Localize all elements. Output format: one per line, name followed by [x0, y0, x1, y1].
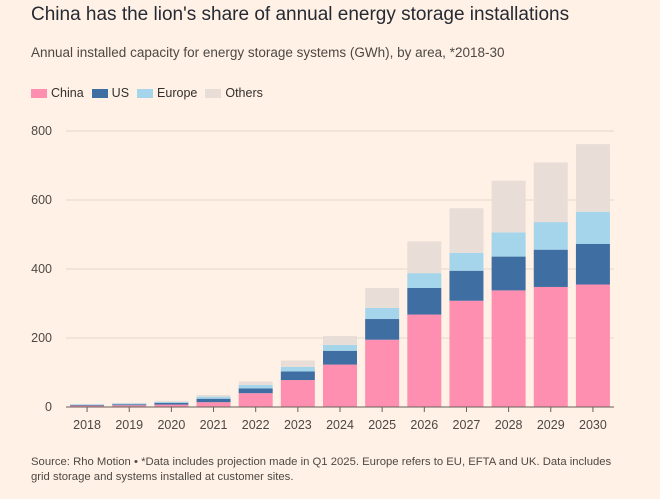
bar-others-2026 [407, 241, 442, 274]
bar-europe-2027 [449, 252, 484, 271]
bar-europe-2018 [70, 404, 105, 405]
bar-europe-2021 [196, 396, 231, 399]
x-tick-label-2024: 2024 [326, 418, 354, 432]
bar-china-2019 [112, 405, 147, 407]
bar-us-2028 [491, 256, 526, 291]
bar-us-2025 [365, 319, 400, 340]
bar-others-2030 [575, 144, 610, 212]
bar-china-2018 [70, 405, 105, 407]
bar-us-2030 [575, 243, 610, 285]
x-tick-label-2029: 2029 [537, 418, 565, 432]
legend-label-europe: Europe [157, 86, 198, 100]
bar-europe-2020 [154, 401, 189, 403]
bar-china-2021 [196, 402, 231, 407]
bar-others-2022 [238, 381, 273, 385]
x-tick-label-2019: 2019 [115, 418, 143, 432]
x-tick-label-2021: 2021 [200, 418, 228, 432]
bar-china-2028 [491, 290, 526, 407]
bar-others-2027 [449, 208, 484, 253]
legend-swatch-others [205, 88, 222, 98]
bar-europe-2026 [407, 273, 442, 288]
bar-others-2020 [154, 400, 189, 402]
legend-label-china: China [51, 86, 84, 100]
bar-china-2024 [323, 364, 357, 407]
y-tick-label-800: 800 [31, 124, 52, 138]
bar-others-2023 [280, 360, 315, 367]
bar-others-2029 [533, 162, 568, 223]
y-tick-label-0: 0 [45, 400, 52, 414]
bar-others-2019 [112, 402, 147, 404]
bar-europe-2024 [323, 344, 357, 351]
bar-china-2030 [575, 284, 610, 407]
chart-title: China has the lion's share of annual ene… [31, 4, 570, 25]
bar-europe-2023 [280, 366, 315, 372]
x-tick-label-2022: 2022 [242, 418, 270, 432]
bar-europe-2028 [491, 232, 526, 257]
bar-others-2021 [196, 394, 231, 397]
x-tick-label-2018: 2018 [73, 418, 101, 432]
source-footnote: Source: Rho Motion • *Data includes proj… [31, 456, 612, 483]
x-tick-label-2023: 2023 [284, 418, 312, 432]
chart-subtitle: Annual installed capacity for energy sto… [31, 45, 505, 60]
bar-others-2025 [365, 287, 400, 308]
stacked-bar-chart: 0 200 400 600 800 2018 2019 2020 2021 2022 2023 202… [31, 124, 614, 432]
legend-swatch-china [31, 88, 47, 98]
bar-europe-2019 [112, 403, 147, 405]
bar-china-2029 [533, 286, 568, 407]
bar-us-2021 [196, 398, 231, 403]
bar-europe-2022 [238, 384, 273, 389]
x-tick-label-2020: 2020 [157, 418, 185, 432]
bar-us-2029 [533, 249, 568, 287]
bar-us-2024 [323, 350, 357, 365]
legend-item-others: Others [205, 86, 263, 100]
legend-item-china: China [31, 86, 84, 100]
bar-others-2028 [491, 180, 526, 233]
bar-us-2019 [112, 404, 147, 406]
bar-us-2026 [407, 287, 442, 315]
legend-item-europe: Europe [137, 86, 197, 100]
bar-china-2022 [238, 393, 273, 407]
legend-item-us: US [91, 86, 130, 100]
legend-label-others: Others [225, 86, 263, 100]
y-tick-label-200: 200 [31, 331, 52, 345]
bar-china-2020 [154, 404, 189, 407]
x-tick-label-2027: 2027 [453, 418, 481, 432]
y-tick-label-400: 400 [31, 262, 52, 276]
x-tick-label-2026: 2026 [410, 418, 438, 432]
bar-china-2026 [407, 314, 442, 407]
bar-china-2027 [449, 300, 484, 407]
bar-europe-2025 [365, 307, 400, 320]
x-tick-label-2025: 2025 [368, 418, 396, 432]
bar-europe-2030 [575, 211, 610, 244]
bar-us-2020 [154, 402, 189, 405]
legend-label-us: US [111, 86, 130, 100]
x-tick-label-2028: 2028 [495, 418, 523, 432]
bar-others-2024 [323, 335, 357, 345]
x-tick-label-2030: 2030 [579, 418, 607, 432]
y-tick-label-600: 600 [31, 193, 52, 207]
legend-swatch-europe [137, 88, 154, 98]
bar-china-2025 [365, 339, 400, 407]
bar-us-2018 [70, 404, 105, 406]
bar-us-2022 [238, 388, 273, 394]
bar-europe-2029 [533, 222, 568, 250]
bar-us-2023 [280, 371, 315, 381]
legend: China US Europe Others [31, 86, 271, 100]
legend-swatch-us [91, 88, 108, 98]
bar-us-2027 [449, 270, 484, 301]
bar-china-2023 [280, 380, 315, 407]
